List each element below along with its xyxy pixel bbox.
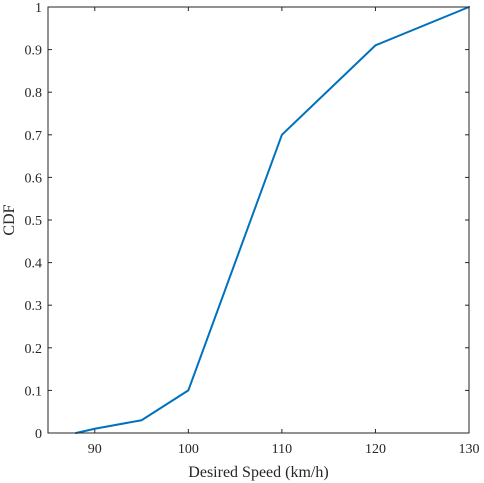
y-tick-label: 1 [35, 1, 42, 16]
plot-frame [47, 6, 470, 434]
cdf-series-line [75, 6, 470, 434]
y-tick-label: 0.8 [25, 86, 43, 101]
x-tick-label: 130 [459, 442, 480, 457]
y-tick-label: 0.9 [25, 44, 43, 59]
y-tick-label: 0.7 [25, 129, 43, 144]
x-tick-label: 90 [88, 442, 102, 457]
x-tick-label: 110 [272, 442, 292, 457]
y-tick-label: 0.2 [25, 342, 43, 357]
y-axis-ticks: 0 0.1 0.2 0.3 0.4 0.5 0.6 0.7 0.8 0.9 1 [25, 1, 469, 442]
y-tick-label: 0.6 [25, 171, 43, 186]
y-tick-label: 0.4 [25, 257, 43, 272]
y-tick-label: 0 [35, 427, 42, 442]
y-tick-label: 0.3 [25, 299, 43, 314]
y-tick-label: 0.5 [25, 214, 43, 229]
x-axis-ticks: 90 100 110 120 130 [88, 7, 480, 457]
x-axis-label: Desired Speed (km/h) [188, 464, 328, 481]
x-tick-label: 100 [178, 442, 199, 457]
y-axis-label: CDF [1, 204, 18, 235]
series-group [75, 6, 470, 434]
x-tick-label: 120 [365, 442, 386, 457]
y-tick-label: 0.1 [25, 384, 43, 399]
